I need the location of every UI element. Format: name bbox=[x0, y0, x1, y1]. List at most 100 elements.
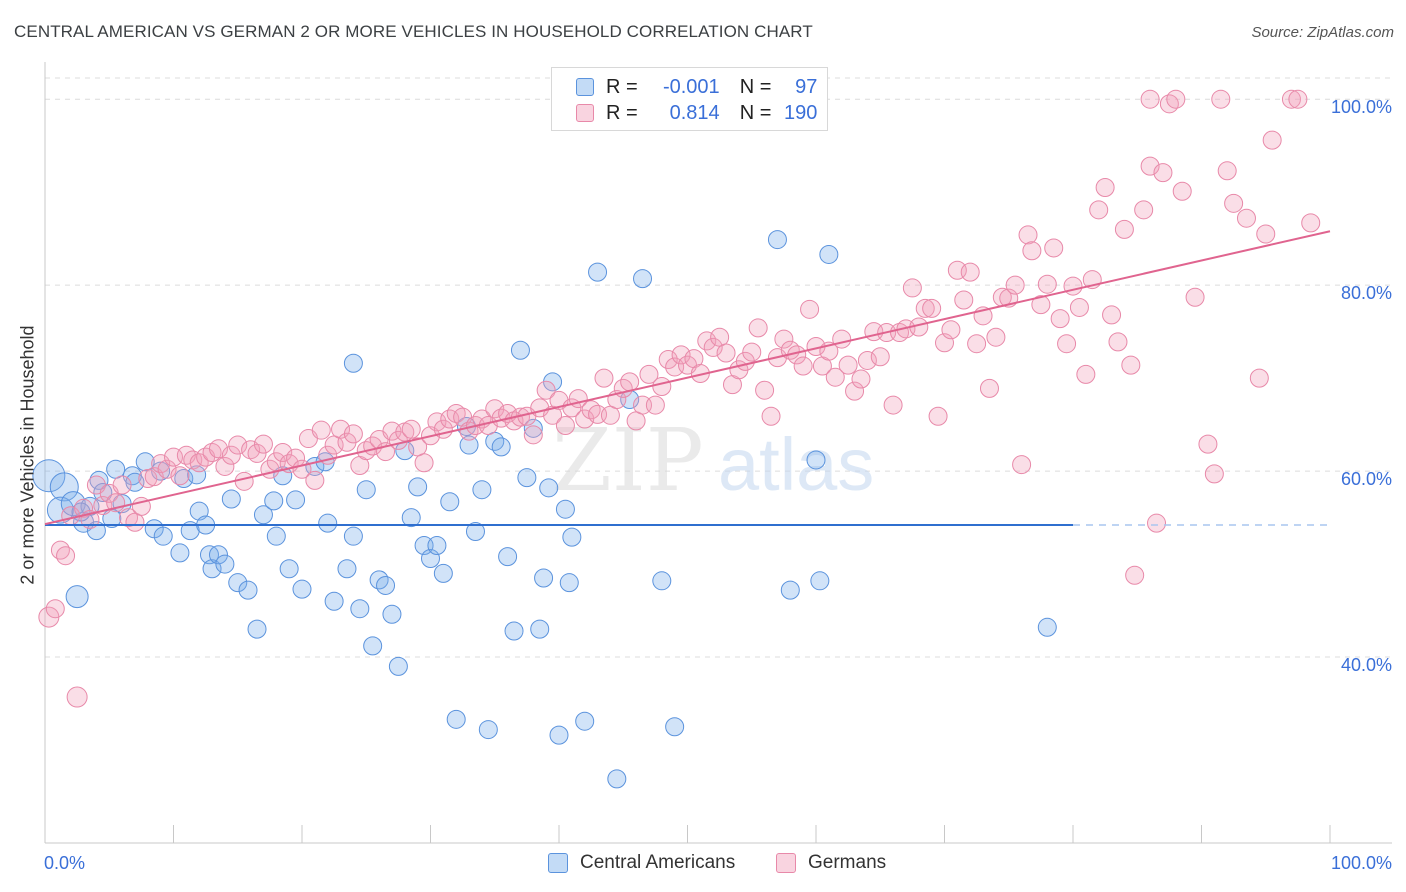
germans-point bbox=[902, 278, 922, 298]
germans-point bbox=[234, 471, 254, 491]
germans-point bbox=[1140, 89, 1160, 109]
legend-swatch-blue bbox=[548, 853, 568, 873]
central-americans-point bbox=[806, 450, 826, 470]
germans-point bbox=[66, 686, 88, 708]
central-americans-point bbox=[221, 489, 241, 509]
germans-point bbox=[1301, 213, 1321, 233]
germans-point bbox=[575, 409, 595, 429]
legend-swatch-pink bbox=[576, 104, 594, 122]
germans-point bbox=[1185, 287, 1205, 307]
germans-point bbox=[1204, 464, 1224, 484]
germans-point bbox=[1236, 208, 1256, 228]
germans-point bbox=[536, 380, 556, 400]
germans-point bbox=[1281, 89, 1301, 109]
germans-point bbox=[273, 443, 293, 462]
x-tick-label-min: 0.0% bbox=[44, 853, 85, 873]
legend-n-value: 97 bbox=[795, 75, 818, 98]
central-americans-point bbox=[559, 573, 579, 593]
watermark: ZIP atlas bbox=[552, 411, 874, 511]
legend-swatch-pink bbox=[776, 853, 796, 873]
central-americans-point bbox=[93, 482, 113, 502]
germans-point bbox=[761, 406, 781, 426]
germans-point bbox=[979, 378, 999, 398]
germans-point bbox=[703, 337, 723, 357]
germans-point bbox=[1037, 274, 1057, 294]
germans-point bbox=[986, 327, 1006, 347]
germans-point bbox=[639, 364, 659, 384]
germans-point bbox=[825, 367, 845, 387]
central-americans-point bbox=[318, 513, 338, 533]
germans-point bbox=[1102, 305, 1122, 325]
series-legend: Central Americans Germans bbox=[0, 852, 1406, 878]
germans-point bbox=[125, 512, 145, 532]
central-americans-point bbox=[408, 477, 428, 497]
central-americans-point bbox=[433, 563, 453, 583]
central-americans-point bbox=[215, 554, 235, 574]
germans-point bbox=[883, 395, 903, 415]
central-americans-point bbox=[401, 508, 421, 528]
germans-point bbox=[485, 399, 505, 419]
germans-point bbox=[967, 334, 987, 354]
germans-point bbox=[1211, 89, 1231, 109]
legend-n-value: 190 bbox=[784, 101, 818, 124]
y-tick-label: 40.0% bbox=[1341, 655, 1392, 675]
germans-point bbox=[1125, 565, 1145, 585]
germans-point bbox=[241, 440, 261, 460]
central-americans-point bbox=[343, 353, 363, 373]
germans-point bbox=[1057, 334, 1077, 354]
central-americans-point bbox=[337, 559, 357, 579]
central-americans-point bbox=[440, 492, 460, 512]
central-americans-point bbox=[324, 591, 344, 611]
germans-point bbox=[50, 540, 70, 560]
central-americans-point bbox=[534, 568, 554, 588]
central-americans-point bbox=[652, 571, 672, 591]
germans-point bbox=[594, 368, 614, 388]
central-americans-point bbox=[264, 491, 284, 511]
trend-lines bbox=[44, 230, 1331, 527]
germans-point bbox=[1134, 200, 1154, 220]
central-americans-point bbox=[549, 725, 569, 745]
central-americans-point bbox=[208, 545, 228, 565]
germans-point bbox=[658, 350, 678, 370]
germans-point bbox=[600, 405, 620, 425]
central-americans-point bbox=[266, 526, 286, 546]
central-americans-point bbox=[504, 621, 524, 641]
central-americans-point bbox=[459, 435, 479, 455]
germans-point bbox=[1076, 364, 1096, 384]
legend-item-germans: Germans bbox=[776, 852, 886, 874]
central-americans-point bbox=[189, 501, 209, 521]
germans-point bbox=[960, 262, 980, 282]
central-americans-point bbox=[388, 656, 408, 676]
legend-n-label: N = bbox=[739, 75, 772, 98]
y-tick-label: 80.0% bbox=[1341, 283, 1392, 303]
germans-point bbox=[446, 403, 466, 423]
germans-point bbox=[928, 406, 948, 426]
germans-point bbox=[1198, 434, 1218, 454]
germans-point bbox=[954, 290, 974, 310]
germans-point bbox=[671, 345, 691, 365]
germans-point bbox=[1147, 513, 1167, 533]
central-americans-point bbox=[135, 452, 155, 472]
legend-row-germans: R = 0.814 N = 190 bbox=[576, 101, 817, 125]
central-americans-point bbox=[1037, 617, 1057, 637]
central-americans-point bbox=[562, 527, 582, 547]
central-americans-point bbox=[32, 459, 66, 493]
germans-point bbox=[401, 419, 421, 439]
germans-point bbox=[1166, 89, 1186, 109]
central-americans-point bbox=[202, 559, 222, 579]
legend-r-label: R = bbox=[606, 101, 638, 124]
germans-point bbox=[170, 466, 190, 486]
source-label: Source: ZipAtlas.com bbox=[1251, 24, 1394, 41]
germans-point bbox=[941, 320, 961, 340]
germans-point bbox=[710, 327, 730, 347]
central-americans-point bbox=[819, 244, 839, 264]
germans-point bbox=[857, 350, 877, 370]
legend-r-value: -0.001 bbox=[662, 75, 720, 98]
stats-legend: R = -0.001 N = 97 R = 0.814 N = 190 bbox=[551, 67, 828, 131]
central-americans-point bbox=[517, 468, 537, 488]
germans-point bbox=[1256, 224, 1276, 244]
germans-point bbox=[838, 355, 858, 375]
central-americans-point bbox=[575, 711, 595, 731]
legend-swatch-blue bbox=[576, 78, 594, 96]
germans-point bbox=[523, 425, 543, 445]
